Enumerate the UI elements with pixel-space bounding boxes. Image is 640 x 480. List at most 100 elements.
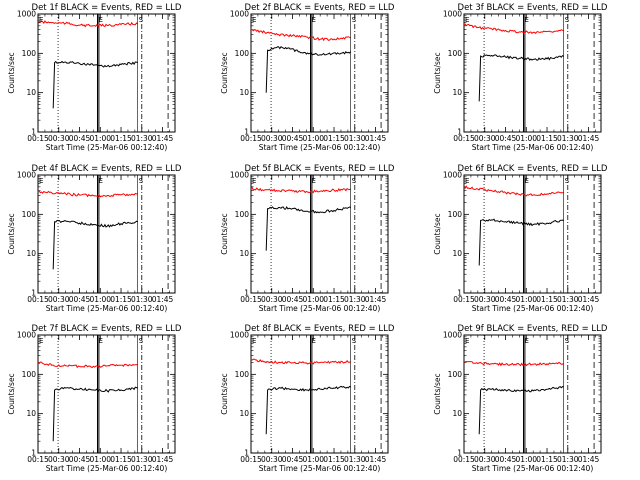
x-tick-label: 01:00 — [515, 134, 537, 143]
x-tick-label: 01:00 — [89, 295, 111, 304]
x-tick-label: 00:30 — [48, 455, 70, 464]
marker-label: E — [312, 16, 316, 24]
x-axis-label: Start Time (25-Mar-06 00:12:40) — [472, 464, 594, 473]
marker-label: E — [465, 16, 469, 24]
x-tick-label: 01:45 — [365, 455, 387, 464]
x-tick-label: 00:30 — [261, 455, 283, 464]
y-tick-label: 100 — [22, 370, 37, 379]
x-tick-label: 00:45 — [69, 134, 91, 143]
x-tick-label: 01:45 — [578, 295, 600, 304]
x-tick-label: 00:15 — [240, 455, 262, 464]
x-tick-label: 01:30 — [557, 455, 579, 464]
marker-label: E — [525, 177, 529, 185]
y-axis-label: Counts/sec — [7, 52, 16, 93]
x-tick-label: 01:45 — [578, 134, 600, 143]
series-line-lld — [250, 358, 351, 365]
series-line-lld — [37, 20, 138, 28]
y-tick-label: 1000 — [443, 10, 462, 19]
x-tick-label: 01:30 — [131, 295, 153, 304]
y-tick-label: 1 — [457, 289, 462, 298]
x-tick-label: 01:15 — [110, 134, 132, 143]
panel-det-5f: Det 5f BLACK = Events, RED = LLD 1 10 100 10… — [220, 164, 395, 313]
panel-title: Det 2f BLACK = Events, RED = LLD — [245, 3, 395, 13]
x-tick-label: 01:45 — [152, 134, 174, 143]
x-axis-label: Start Time (25-Mar-06 00:12:40) — [259, 304, 381, 313]
panel-title: Det 5f BLACK = Events, RED = LLD — [245, 164, 395, 174]
x-tick-label: 01:15 — [323, 455, 345, 464]
series-line-events — [265, 205, 351, 251]
x-tick-label: 00:45 — [282, 455, 304, 464]
x-tick-label: 01:30 — [344, 295, 366, 304]
x-tick-label: 00:30 — [474, 295, 496, 304]
y-tick-label: 1000 — [443, 331, 462, 340]
y-tick-label: 1 — [31, 449, 36, 458]
y-axis-label: Counts/sec — [433, 213, 442, 254]
x-tick-label: 00:15 — [240, 134, 262, 143]
series-line-events — [52, 219, 138, 270]
x-tick-label: 00:45 — [282, 134, 304, 143]
plot-frame — [463, 334, 602, 454]
x-axis-label: Start Time (25-Mar-06 00:12:40) — [46, 143, 168, 152]
series-line-events — [265, 385, 351, 435]
y-tick-label: 100 — [448, 370, 463, 379]
marker-label: S — [565, 16, 570, 24]
y-tick-label: 10 — [26, 249, 36, 258]
x-tick-label: 00:45 — [69, 295, 91, 304]
series-line-lld — [463, 360, 564, 367]
y-tick-label: 1 — [244, 289, 249, 298]
x-tick-label: 00:15 — [240, 295, 262, 304]
x-tick-label: 01:15 — [536, 134, 558, 143]
marker-label: E — [525, 16, 529, 24]
x-tick-label: 01:45 — [152, 295, 174, 304]
marker-label: E — [39, 177, 43, 185]
x-tick-label: 01:30 — [557, 295, 579, 304]
marker-label: E — [252, 16, 256, 24]
y-tick-label: 10 — [452, 409, 462, 418]
y-tick-label: 1 — [457, 128, 462, 137]
plot-frame — [250, 174, 389, 294]
panel-det-7f: Det 7f BLACK = Events, RED = LLD 1 10 100 10… — [7, 324, 182, 473]
y-tick-label: 1 — [244, 449, 249, 458]
plot-frame — [463, 174, 602, 294]
marker-label: S — [352, 177, 357, 185]
y-axis-label: Counts/sec — [433, 52, 442, 93]
x-tick-label: 01:15 — [110, 455, 132, 464]
series-line-events — [52, 60, 138, 109]
x-tick-label: 00:45 — [69, 455, 91, 464]
y-axis-label: Counts/sec — [220, 52, 229, 93]
x-axis-label: Start Time (25-Mar-06 00:12:40) — [259, 464, 381, 473]
y-tick-label: 10 — [26, 409, 36, 418]
marker-label: E — [252, 177, 256, 185]
x-axis-label: Start Time (25-Mar-06 00:12:40) — [46, 304, 168, 313]
y-axis-label: Counts/sec — [7, 213, 16, 254]
x-tick-label: 00:30 — [474, 134, 496, 143]
y-tick-label: 1000 — [17, 10, 36, 19]
y-tick-label: 1000 — [230, 171, 249, 180]
y-tick-label: 100 — [235, 49, 250, 58]
x-tick-label: 01:15 — [110, 295, 132, 304]
plot-frame — [37, 13, 176, 133]
x-tick-label: 01:30 — [344, 455, 366, 464]
series-line-lld — [37, 190, 138, 198]
y-tick-label: 1000 — [443, 171, 462, 180]
marker-label: E — [99, 16, 103, 24]
y-tick-label: 1 — [31, 128, 36, 137]
marker-label: E — [99, 177, 103, 185]
panel-title: Det 7f BLACK = Events, RED = LLD — [32, 324, 182, 334]
marker-label: E — [312, 177, 316, 185]
marker-label: E — [39, 337, 43, 345]
x-tick-label: 00:15 — [27, 134, 49, 143]
x-tick-label: 01:00 — [89, 455, 111, 464]
x-tick-label: 01:00 — [302, 134, 324, 143]
x-tick-label: 01:00 — [302, 295, 324, 304]
y-tick-label: 100 — [448, 49, 463, 58]
y-tick-label: 10 — [239, 249, 249, 258]
panel-title: Det 1f BLACK = Events, RED = LLD — [32, 3, 182, 13]
panel-title: Det 9f BLACK = Events, RED = LLD — [458, 324, 608, 334]
marker-label: E — [465, 177, 469, 185]
x-tick-label: 00:15 — [453, 295, 475, 304]
x-tick-label: 00:45 — [495, 295, 517, 304]
series-line-lld — [250, 29, 351, 42]
y-tick-label: 100 — [22, 210, 37, 219]
series-line-events — [478, 218, 564, 266]
